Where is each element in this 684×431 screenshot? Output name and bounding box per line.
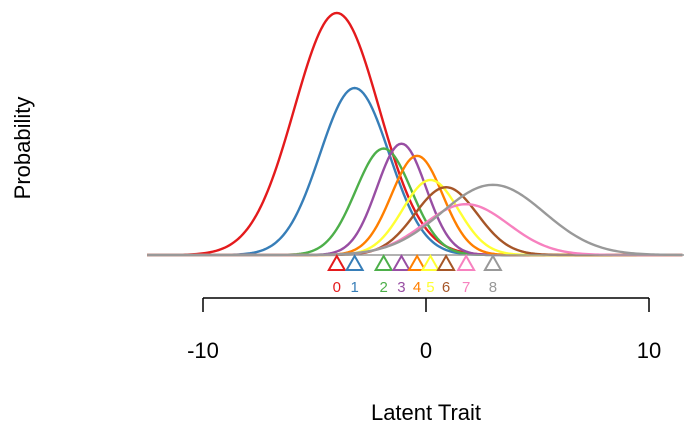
x-tick-label-2: 10 xyxy=(637,338,661,363)
density-curves xyxy=(147,11,683,257)
threshold-marker-6 xyxy=(436,253,456,271)
curve-category-2 xyxy=(147,147,683,257)
threshold-marker-4 xyxy=(407,253,427,271)
threshold-label-2: 2 xyxy=(379,279,387,296)
threshold-label-0: 0 xyxy=(333,279,341,296)
threshold-marker-3 xyxy=(391,253,412,271)
threshold-label-6: 6 xyxy=(442,279,450,296)
threshold-label-7: 7 xyxy=(462,279,470,296)
threshold-marker-2 xyxy=(373,253,394,271)
threshold-marker-8 xyxy=(483,253,503,271)
threshold-label-5: 5 xyxy=(426,279,434,296)
threshold-marker-1 xyxy=(344,253,365,271)
x-tick-label-1: 0 xyxy=(420,338,432,363)
threshold-label-4: 4 xyxy=(413,279,421,296)
x-tick-label-0: -10 xyxy=(187,338,219,363)
threshold-marker-0 xyxy=(327,253,347,271)
threshold-label-1: 1 xyxy=(350,279,358,296)
threshold-label-3: 3 xyxy=(397,279,405,296)
y-axis-title: Probability xyxy=(10,97,35,200)
threshold-marker-5 xyxy=(420,253,441,271)
curve-category-4 xyxy=(147,154,683,257)
threshold-marker-7 xyxy=(456,253,476,271)
threshold-label-8: 8 xyxy=(489,279,497,296)
x-axis: -10 0 10 xyxy=(187,297,661,363)
x-axis-title: Latent Trait xyxy=(371,400,481,425)
